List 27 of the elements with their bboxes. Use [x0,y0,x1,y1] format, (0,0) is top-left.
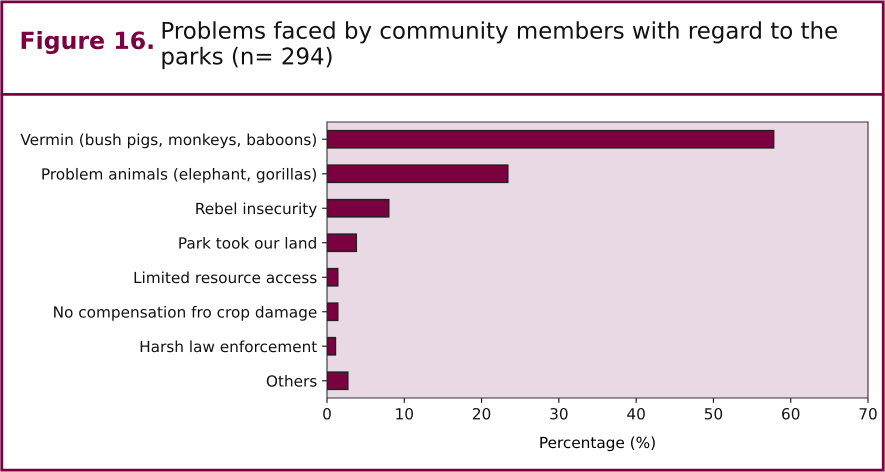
y-tick-label: Rebel insecurity [196,202,317,218]
y-tick-label: Park took our land [179,236,316,249]
x-tick-label: 0 [323,408,331,420]
y-tick-label: Vermin (bush pigs, monkeys, baboons) [20,133,316,148]
y-tick-label: Limited resource access [134,271,317,284]
bar [327,336,336,356]
x-tick-label: 10 [396,408,413,420]
bar [327,164,509,184]
text: Figure 16. [22,30,153,54]
x-tick-label: 30 [550,408,568,420]
bar [327,302,339,322]
y-tick-label: Others [266,374,317,387]
bar [327,233,358,252]
y-tick-label: Harsh law enforcement [140,340,317,352]
y-tick-label: No compensation fro crop damage [54,306,316,321]
x-tick-label: 20 [472,408,490,420]
y-tick-label: Problem animals (elephant, gorillas) [42,168,316,183]
x-tick-label: 60 [782,408,800,420]
x-axis-title: Percentage (%) [540,436,655,452]
bar [327,130,774,149]
bar [327,198,390,218]
x-tick-label: 50 [704,408,722,420]
chart-subtitle: Problems faced by community members with regard to the parks (n= 294) [162,21,837,70]
x-tick-label: 70 [860,408,877,420]
bar [327,268,339,287]
x-tick-label: 40 [627,408,645,420]
bar [327,371,349,390]
